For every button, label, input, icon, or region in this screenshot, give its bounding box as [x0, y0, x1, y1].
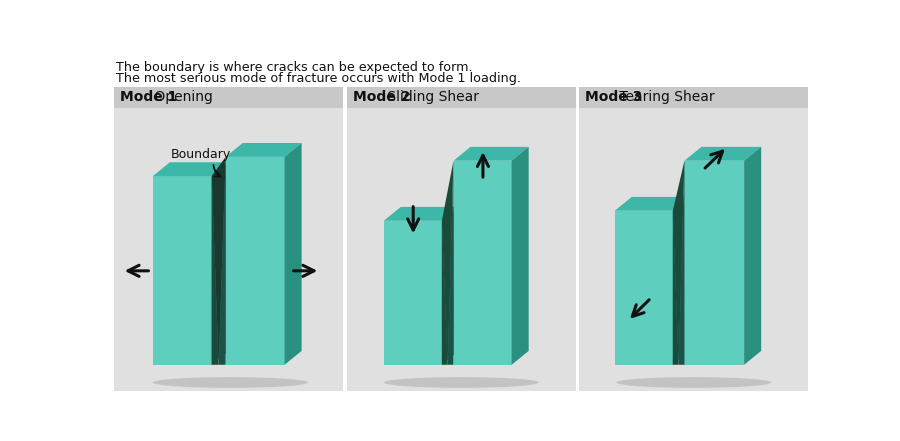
Ellipse shape	[383, 377, 539, 388]
Text: Mode 2: Mode 2	[353, 90, 410, 104]
Text: Mode 1: Mode 1	[121, 90, 177, 104]
Polygon shape	[212, 162, 229, 365]
Text: The boundary is where cracks can be expected to form.: The boundary is where cracks can be expe…	[116, 61, 473, 75]
Polygon shape	[454, 147, 528, 161]
Polygon shape	[579, 87, 808, 391]
FancyArrowPatch shape	[213, 165, 220, 176]
Polygon shape	[383, 207, 459, 221]
Text: Opening: Opening	[150, 90, 213, 104]
Polygon shape	[442, 207, 459, 365]
Polygon shape	[284, 143, 302, 365]
Polygon shape	[153, 162, 229, 176]
Polygon shape	[153, 176, 211, 365]
Text: Tearing Shear: Tearing Shear	[616, 90, 716, 104]
Text: Mode 3: Mode 3	[585, 90, 643, 104]
Ellipse shape	[153, 377, 308, 388]
Polygon shape	[383, 221, 442, 365]
Polygon shape	[442, 221, 447, 365]
Polygon shape	[226, 143, 302, 157]
Polygon shape	[219, 157, 226, 365]
Polygon shape	[226, 157, 284, 365]
Polygon shape	[673, 211, 679, 365]
Polygon shape	[114, 87, 344, 391]
Ellipse shape	[616, 377, 771, 388]
Polygon shape	[114, 87, 344, 108]
Polygon shape	[212, 176, 219, 365]
Polygon shape	[673, 197, 690, 365]
Polygon shape	[615, 211, 673, 365]
Polygon shape	[442, 161, 454, 365]
Text: Sliding Shear: Sliding Shear	[383, 90, 479, 104]
Polygon shape	[615, 197, 690, 211]
Polygon shape	[212, 157, 226, 365]
Polygon shape	[346, 87, 576, 391]
Polygon shape	[511, 147, 528, 365]
Polygon shape	[346, 87, 576, 108]
Polygon shape	[679, 161, 685, 365]
Polygon shape	[673, 161, 685, 365]
Text: The most serious mode of fracture occurs with Mode 1 loading.: The most serious mode of fracture occurs…	[116, 72, 521, 85]
Polygon shape	[744, 147, 761, 365]
Polygon shape	[579, 87, 808, 108]
Text: Boundary: Boundary	[171, 148, 231, 161]
Polygon shape	[685, 147, 761, 161]
Polygon shape	[454, 161, 511, 365]
Polygon shape	[685, 161, 744, 365]
Polygon shape	[447, 161, 454, 365]
